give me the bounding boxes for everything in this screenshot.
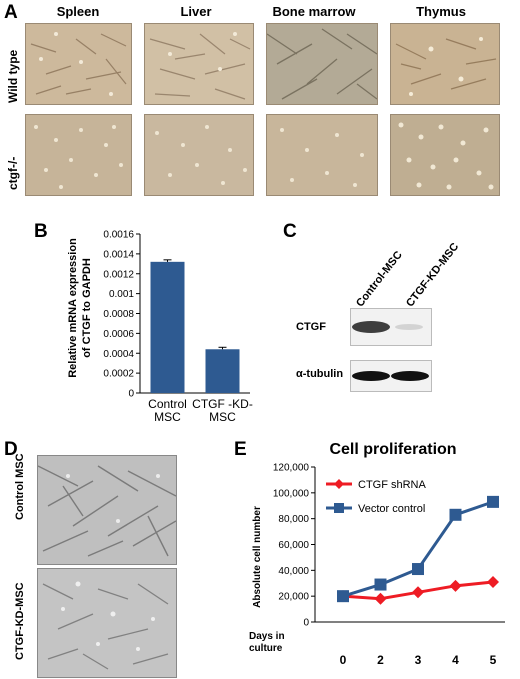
column-header-spleen: Spleen: [56, 4, 100, 19]
legend-label: CTGF shRNA: [358, 479, 427, 491]
micrograph-control-msc: [37, 455, 177, 565]
panel-d-letter: D: [4, 439, 18, 460]
line-point: [487, 575, 499, 588]
line-chart-y-tick-label: 60,000: [278, 540, 309, 551]
micrograph-wt-spleen: [25, 23, 132, 105]
line-point: [337, 590, 349, 603]
bar-chart-y-tick-label: 0.0004: [103, 349, 134, 360]
legend-marker: [334, 479, 344, 489]
line-point: [412, 563, 424, 576]
panel-a-letter: A: [4, 2, 18, 23]
column-header-thymus: Thymus: [416, 4, 466, 19]
line-chart-x-tick-label: 4: [452, 653, 459, 667]
micrograph-ko-thymus: [390, 114, 500, 196]
bar-chart-y-tick-label: 0: [128, 389, 134, 400]
blot-band-tubulin-control: [352, 371, 390, 381]
blot-ctgf-strip: [350, 308, 432, 346]
line-chart-x-tick-label: 3: [415, 653, 422, 667]
bar-chart-y-axis-label-line-1: Relative mRNA expression: [67, 238, 79, 378]
line-chart-y-tick-label: 120,000: [273, 463, 310, 474]
line-chart-y-tick-label: 0: [303, 618, 309, 629]
column-header-liver: Liver: [180, 4, 212, 19]
line-chart-y-tick-label: 40,000: [278, 566, 309, 577]
blot-tubulin-strip: [350, 360, 432, 392]
bar-chart-y-tick-label: 0.0014: [103, 249, 134, 260]
bar-category-label: MSC: [209, 410, 236, 424]
bar-category-label: CTGF -KD-: [192, 397, 253, 411]
blot-label-tubulin: α-tubulin: [296, 368, 344, 380]
micrograph-wt-thymus: [390, 23, 500, 105]
line-point: [449, 579, 462, 592]
bar-chart-y-tick-label: 0.0006: [103, 329, 134, 340]
bar-category-label: Control: [148, 397, 187, 411]
line-point: [449, 508, 462, 521]
micrograph-wt-liver: [144, 23, 254, 105]
line-point: [374, 578, 387, 591]
line-series: [342, 500, 494, 598]
panel-e-letter: E: [234, 439, 247, 460]
bar-chart-y-tick-label: 0.0016: [103, 230, 134, 241]
bar-chart-y-tick-label: 0.001: [109, 289, 134, 300]
line-point: [374, 592, 387, 605]
micrograph-ctgf-kd-msc: [37, 568, 177, 678]
legend-marker: [334, 503, 344, 513]
micrograph-wt-bone-marrow: [266, 23, 378, 105]
bar-chart-y-tick-label: 0.0012: [103, 269, 134, 280]
line-point: [412, 586, 424, 599]
blot-band-ctgf-kd: [395, 324, 423, 330]
micrograph-ko-bone-marrow: [266, 114, 378, 196]
line-chart-y-tick-label: 100,000: [273, 488, 310, 499]
column-header-bone-marrow: Bone marrow: [272, 4, 356, 19]
blot-band-ctgf-control: [352, 321, 390, 333]
legend-label: Vector control: [358, 503, 425, 515]
blot-band-tubulin-kd: [391, 371, 429, 381]
bar: [205, 349, 240, 393]
line-chart-y-tick-label: 20,000: [278, 592, 309, 603]
bar-chart-y-tick-label: 0.0002: [103, 369, 134, 380]
micrograph-ko-spleen: [25, 114, 132, 196]
bar-category-label: MSC: [154, 410, 181, 424]
bar-chart-y-axis-label-line-2: of CTGF to GAPDH: [81, 258, 93, 358]
line-chart-x-axis-label-line-2: culture: [249, 643, 283, 654]
bar: [150, 261, 185, 393]
micrograph-ko-liver: [144, 114, 254, 196]
line-chart-title: Cell proliferation: [329, 441, 456, 458]
line-chart-x-tick-label: 2: [377, 653, 384, 667]
line-point: [487, 495, 499, 508]
line-chart-y-axis-label: Absolute cell number: [252, 506, 263, 608]
bar-chart-y-tick-label: 0.0008: [103, 309, 134, 320]
line-chart-x-tick-label: 5: [490, 653, 497, 667]
line-chart-y-tick-label: 80,000: [278, 514, 309, 525]
line-chart-x-axis-label-line-1: Days in: [249, 631, 285, 642]
panel-c-letter: C: [283, 221, 297, 242]
blot-label-ctgf: CTGF: [296, 321, 326, 333]
line-chart-x-tick-label: 0: [340, 653, 347, 667]
panel-b-letter: B: [34, 221, 48, 242]
